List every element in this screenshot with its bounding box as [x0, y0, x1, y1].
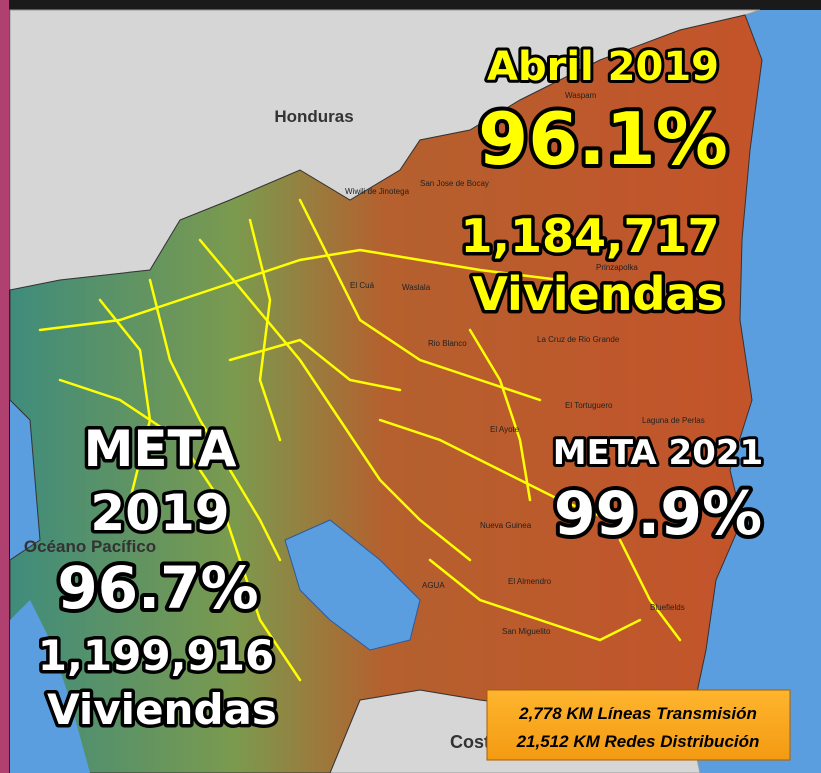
status-date: Abril 2019	[487, 44, 719, 90]
place-label: El Cuá	[350, 281, 375, 290]
place-label: El Almendro	[508, 577, 552, 586]
place-label: Rio Blanco	[428, 339, 467, 348]
status-homes-unit: Viviendas	[472, 267, 724, 321]
goal-homes-unit: Viviendas	[47, 685, 277, 734]
left-strip	[0, 0, 9, 773]
network-distribution: 21,512 KM Redes Distribución	[516, 732, 760, 751]
page: {"map": { "country_labels": {"honduras":…	[0, 0, 821, 773]
country-label: Honduras	[274, 107, 353, 126]
place-label: AGUA	[422, 581, 445, 590]
goal-homes: 1,199,916	[38, 631, 274, 680]
place-label: El Ayote	[490, 425, 520, 434]
place-label: Wiwili de Jinotega	[345, 187, 410, 196]
place-label: Laguna de Perlas	[642, 416, 705, 425]
place-label: Waslala	[402, 283, 431, 292]
goal-label: META 2021	[553, 433, 763, 473]
status-homes: 1,184,717	[461, 209, 720, 263]
goal-label: META	[84, 420, 237, 478]
map-infographic: Honduras Costa Océano Pacífico Waspam Sa…	[0, 0, 821, 773]
place-label: La Cruz de Rio Grande	[537, 335, 620, 344]
goal-percent: 99.9%	[554, 479, 762, 549]
network-box: 2,778 KM Líneas Transmisión 21,512 KM Re…	[487, 690, 790, 760]
goal-2021: META 2021 99.9%	[553, 433, 763, 549]
place-label: San Miguelito	[502, 627, 551, 636]
network-transmission: 2,778 KM Líneas Transmisión	[518, 704, 757, 723]
goal-year: 2019	[90, 484, 229, 542]
goal-percent: 96.7%	[57, 554, 258, 622]
place-label: Bluefields	[650, 603, 685, 612]
status-percent: 96.1%	[478, 97, 728, 181]
place-label: Nueva Guinea	[480, 521, 532, 530]
place-label: El Tortuguero	[565, 401, 613, 410]
